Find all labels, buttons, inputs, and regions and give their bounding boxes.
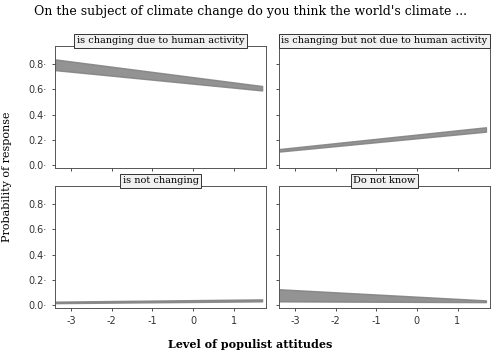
Title: is not changing: is not changing: [122, 176, 198, 185]
Title: Do not know: Do not know: [353, 176, 416, 185]
Text: Probability of response: Probability of response: [2, 112, 12, 242]
Title: is changing due to human activity: is changing due to human activity: [77, 36, 244, 45]
Text: Level of populist attitudes: Level of populist attitudes: [168, 339, 332, 350]
Title: is changing but not due to human activity: is changing but not due to human activit…: [282, 36, 488, 45]
Text: On the subject of climate change do you think the world's climate ...: On the subject of climate change do you …: [34, 5, 467, 18]
